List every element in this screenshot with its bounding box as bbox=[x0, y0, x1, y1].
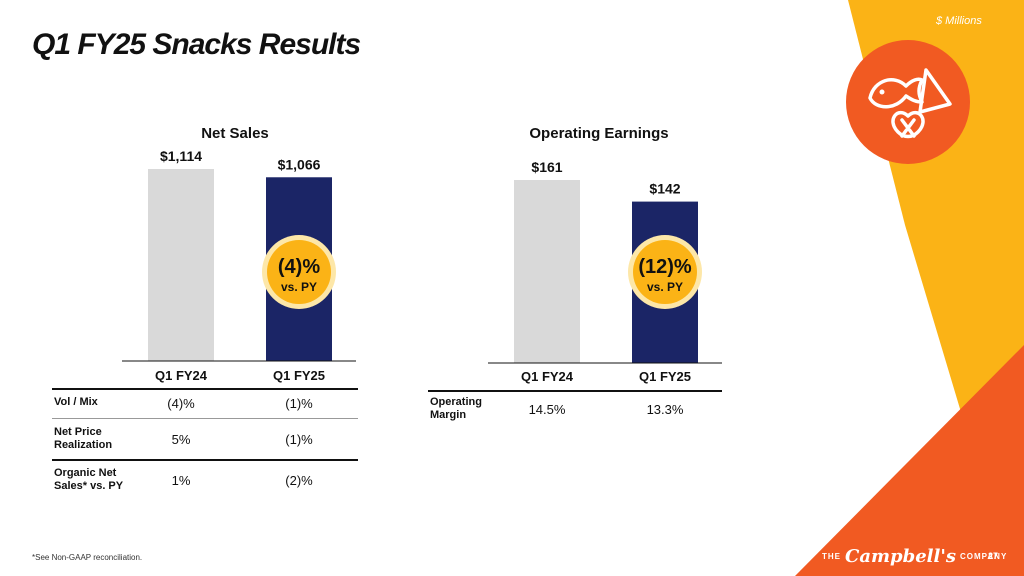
table-rule bbox=[52, 459, 358, 461]
table-top-rule bbox=[52, 388, 358, 390]
table-top-rule bbox=[428, 390, 722, 392]
row-value-fy25: (1)% bbox=[285, 432, 313, 447]
footnote: *See Non-GAAP reconciliation. bbox=[32, 553, 143, 562]
change-badge: (12)% vs. PY bbox=[628, 235, 702, 309]
net-sales-chart: Net Sales $1,114 $1,066 Q1 FY24 Q1 FY25 … bbox=[122, 125, 356, 383]
category-label: Q1 FY25 bbox=[639, 369, 691, 384]
change-value: (4)% bbox=[278, 256, 320, 278]
row-label: Operating Margin bbox=[430, 396, 482, 422]
net-sales-table: Vol / Mix (4)% (1)% Net Price Realizatio… bbox=[52, 388, 358, 498]
snacks-icon bbox=[868, 68, 952, 139]
chart-title: Net Sales bbox=[201, 125, 269, 142]
change-badge: (4)% vs. PY bbox=[262, 235, 336, 309]
row-label-line: Organic Net Sales* vs. PY bbox=[54, 467, 124, 492]
change-label: vs. PY bbox=[647, 280, 683, 294]
row-label-line: Net Price Realization bbox=[54, 426, 113, 451]
bar-value-label: $142 bbox=[649, 181, 680, 197]
category-label: Q1 FY24 bbox=[521, 369, 574, 384]
category-label: Q1 FY24 bbox=[155, 368, 208, 383]
row-label-line: Operating Margin bbox=[430, 396, 482, 421]
row-value-fy24: 14.5% bbox=[528, 402, 566, 417]
snacks-badge bbox=[846, 40, 970, 164]
row-value-fy24: 1% bbox=[171, 473, 191, 488]
bar-q1-fy24 bbox=[514, 180, 580, 363]
row-value-fy25: (1)% bbox=[285, 396, 313, 411]
change-label: vs. PY bbox=[281, 280, 317, 294]
page-number: 27 bbox=[988, 551, 999, 561]
operating-earnings-chart: Operating Earnings $161 $142 Q1 FY24 Q1 … bbox=[488, 125, 722, 384]
change-value: (12)% bbox=[638, 256, 692, 278]
orange-corner bbox=[795, 345, 1024, 576]
chart-title: Operating Earnings bbox=[529, 125, 668, 142]
category-label: Q1 FY25 bbox=[273, 368, 325, 383]
slide-title: Q1 FY25 Snacks Results bbox=[32, 28, 361, 61]
row-label: Vol / Mix bbox=[54, 396, 98, 408]
table-rule bbox=[52, 418, 358, 419]
row-value-fy24: (4)% bbox=[167, 396, 195, 411]
bar-q1-fy24 bbox=[148, 169, 214, 361]
units-label: $ Millions bbox=[936, 15, 982, 27]
row-value-fy25: (2)% bbox=[285, 473, 313, 488]
campbells-logo: THE Campbell's COMPANY bbox=[822, 546, 1007, 567]
operating-margin-table: Operating Margin 14.5% 13.3% bbox=[428, 390, 722, 430]
row-label: Organic Net Sales* vs. PY bbox=[54, 467, 123, 493]
logo-suffix: COMPANY bbox=[959, 552, 1008, 561]
bar-value-label: $1,066 bbox=[278, 156, 321, 172]
row-value-fy25: 13.3% bbox=[646, 402, 684, 417]
bar-value-label: $1,114 bbox=[160, 148, 202, 164]
logo-prefix: THE bbox=[822, 552, 841, 561]
bar-value-label: $161 bbox=[531, 159, 562, 175]
logo-script: Campbell's bbox=[845, 546, 956, 567]
row-label: Net Price Realization bbox=[54, 426, 112, 452]
row-value-fy24: 5% bbox=[171, 432, 191, 447]
